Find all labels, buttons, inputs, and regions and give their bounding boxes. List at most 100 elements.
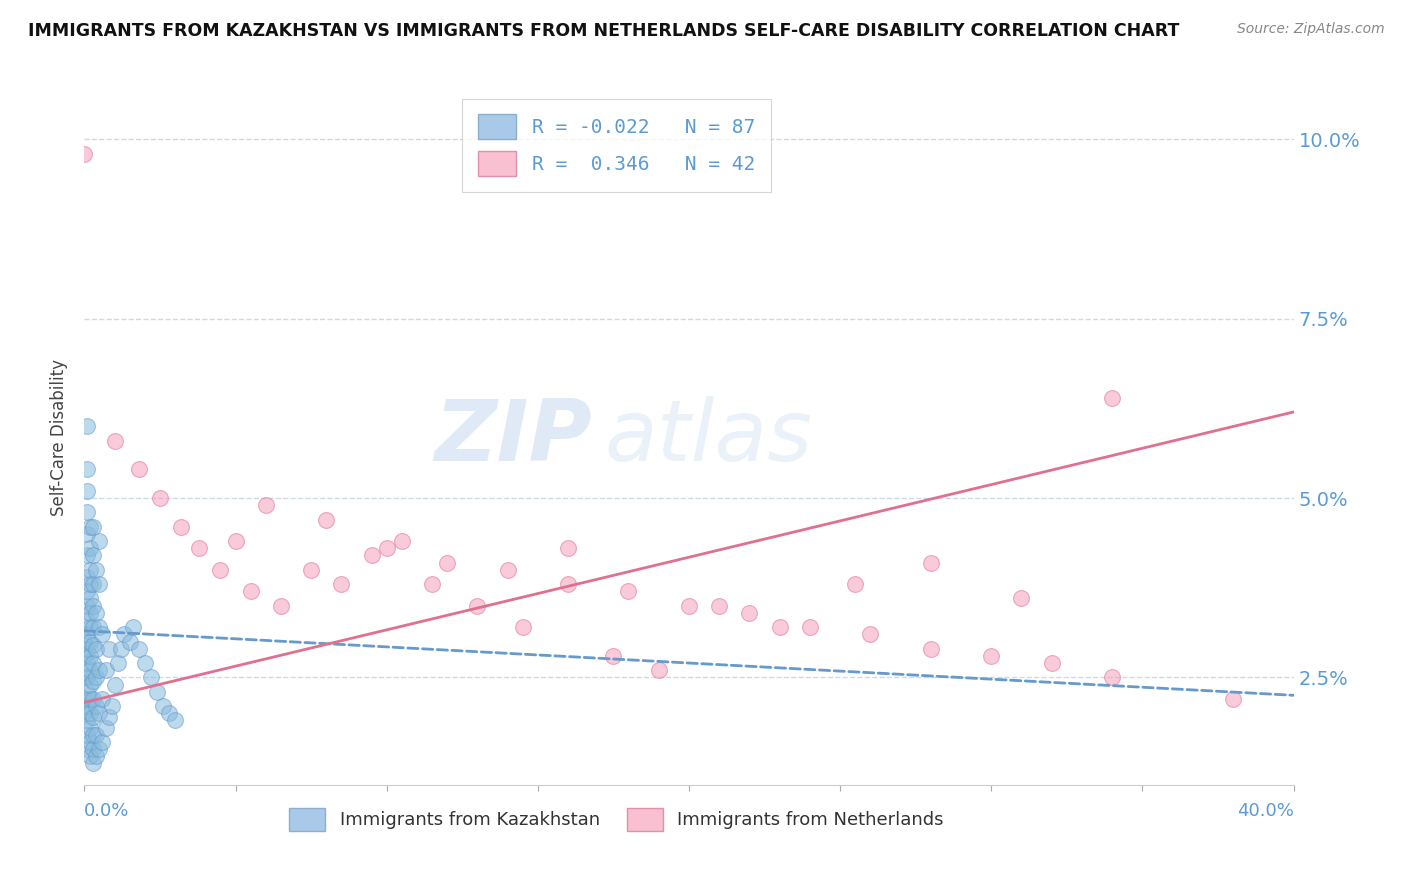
Point: [617, 584, 640, 599]
Point: [315, 512, 337, 526]
Point: [104, 434, 127, 448]
Point: [89, 742, 111, 756]
Point: [82, 742, 104, 756]
Point: [76, 728, 98, 742]
Point: [73, 692, 96, 706]
Point: [82, 756, 104, 771]
Point: [82, 692, 104, 706]
Point: [107, 656, 129, 670]
Point: [270, 599, 292, 613]
Text: atlas: atlas: [605, 395, 813, 479]
Point: [79, 563, 101, 577]
Point: [146, 684, 169, 698]
Point: [79, 663, 101, 677]
Point: [1040, 656, 1063, 670]
Point: [86, 641, 108, 656]
Point: [76, 641, 98, 656]
Point: [557, 541, 579, 556]
Point: [89, 706, 111, 721]
Point: [76, 613, 98, 627]
Point: [79, 541, 101, 556]
Text: 40.0%: 40.0%: [1237, 803, 1294, 821]
Point: [920, 641, 942, 656]
Point: [76, 656, 98, 670]
Point: [1222, 692, 1244, 706]
Y-axis label: Self-Care Disability: Self-Care Disability: [51, 359, 69, 516]
Point: [239, 584, 262, 599]
Point: [769, 620, 792, 634]
Point: [128, 641, 150, 656]
Point: [920, 556, 942, 570]
Point: [76, 670, 98, 684]
Point: [79, 749, 101, 764]
Point: [738, 606, 761, 620]
Legend: Immigrants from Kazakhstan, Immigrants from Netherlands: Immigrants from Kazakhstan, Immigrants f…: [274, 793, 959, 846]
Point: [97, 710, 120, 724]
Point: [91, 627, 114, 641]
Point: [73, 634, 96, 648]
Point: [799, 620, 821, 634]
Point: [82, 520, 104, 534]
Point: [89, 577, 111, 591]
Point: [76, 584, 98, 599]
Point: [86, 728, 108, 742]
Point: [89, 620, 111, 634]
Point: [121, 620, 143, 634]
Point: [82, 656, 104, 670]
Point: [76, 483, 98, 498]
Point: [82, 549, 104, 563]
Point: [79, 591, 101, 606]
Point: [76, 505, 98, 519]
Point: [76, 742, 98, 756]
Point: [76, 570, 98, 584]
Point: [225, 534, 247, 549]
Point: [165, 714, 187, 728]
Point: [86, 670, 108, 684]
Text: IMMIGRANTS FROM KAZAKHSTAN VS IMMIGRANTS FROM NETHERLANDS SELF-CARE DISABILITY C: IMMIGRANTS FROM KAZAKHSTAN VS IMMIGRANTS…: [28, 22, 1180, 40]
Point: [152, 699, 174, 714]
Point: [149, 491, 172, 505]
Point: [76, 462, 98, 476]
Point: [76, 599, 98, 613]
Point: [89, 534, 111, 549]
Point: [82, 620, 104, 634]
Point: [436, 556, 458, 570]
Point: [375, 541, 398, 556]
Point: [128, 462, 150, 476]
Point: [91, 692, 114, 706]
Point: [79, 634, 101, 648]
Point: [76, 627, 98, 641]
Point: [170, 520, 193, 534]
Point: [97, 641, 120, 656]
Point: [1101, 391, 1123, 405]
Text: Source: ZipAtlas.com: Source: ZipAtlas.com: [1237, 22, 1385, 37]
Point: [73, 706, 96, 721]
Point: [420, 577, 443, 591]
Point: [330, 577, 353, 591]
Point: [134, 656, 156, 670]
Point: [79, 721, 101, 735]
Point: [79, 706, 101, 721]
Point: [82, 638, 104, 652]
Point: [73, 648, 96, 663]
Point: [467, 599, 489, 613]
Point: [1011, 591, 1033, 606]
Point: [557, 577, 579, 591]
Point: [86, 699, 108, 714]
Point: [82, 577, 104, 591]
Point: [79, 677, 101, 691]
Point: [86, 606, 108, 620]
Point: [100, 699, 122, 714]
Point: [980, 648, 1002, 663]
Point: [76, 699, 98, 714]
Point: [73, 146, 96, 161]
Text: 0.0%: 0.0%: [84, 803, 129, 821]
Point: [86, 563, 108, 577]
Point: [188, 541, 211, 556]
Point: [73, 670, 96, 684]
Point: [82, 673, 104, 688]
Point: [139, 670, 162, 684]
Point: [76, 684, 98, 698]
Point: [602, 648, 624, 663]
Point: [1101, 670, 1123, 684]
